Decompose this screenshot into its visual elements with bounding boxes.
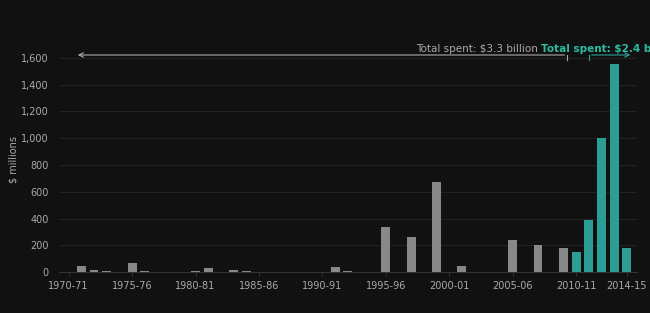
Bar	[77, 266, 86, 272]
Bar	[458, 266, 466, 272]
Text: Total spent: $2.4 billion: Total spent: $2.4 billion	[541, 44, 650, 54]
Bar	[534, 245, 543, 272]
Bar	[432, 182, 441, 272]
Bar	[140, 271, 150, 272]
Bar	[127, 263, 136, 272]
Bar	[331, 267, 339, 272]
Bar	[597, 138, 606, 272]
Bar	[102, 271, 111, 272]
Bar	[623, 248, 631, 272]
Bar	[508, 240, 517, 272]
Bar	[203, 268, 213, 272]
Text: Total spent: $3.3 billion: Total spent: $3.3 billion	[415, 44, 538, 54]
Bar	[407, 238, 415, 272]
Bar	[90, 269, 98, 272]
Bar	[191, 271, 200, 272]
Bar	[584, 220, 593, 272]
Bar	[610, 64, 619, 272]
Bar	[559, 248, 568, 272]
Y-axis label: $ millions: $ millions	[8, 136, 18, 183]
Bar	[382, 227, 390, 272]
Bar	[229, 269, 238, 272]
Bar	[242, 271, 251, 272]
Bar	[343, 271, 352, 272]
Bar	[571, 252, 580, 272]
